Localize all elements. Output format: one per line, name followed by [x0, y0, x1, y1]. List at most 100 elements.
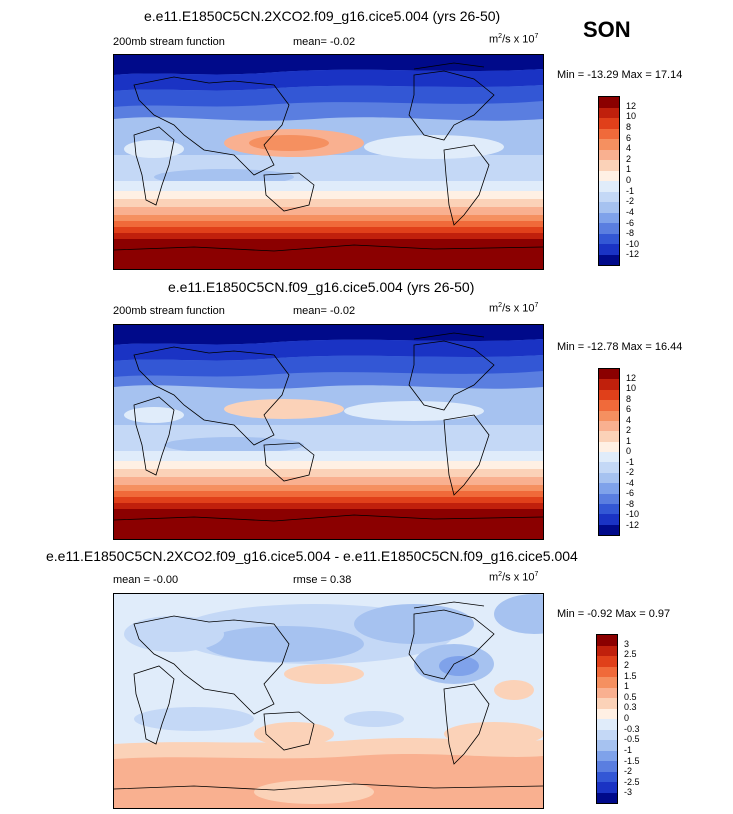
colorbar-swatch — [599, 170, 619, 181]
colorbar-swatch — [599, 379, 619, 390]
colorbar-tick-label: 2 — [624, 659, 630, 670]
colorbar-swatch — [599, 503, 619, 515]
colorbar-tick-label: -8 — [626, 228, 635, 239]
colorbar-swatch — [599, 431, 619, 442]
colorbar-tick-label: -10 — [626, 509, 640, 519]
panel-3-rmse-label: rmse = 0.38 — [293, 574, 352, 586]
colorbar-tick-label: -2 — [626, 196, 635, 207]
colorbar-tick-label: -4 — [626, 206, 635, 217]
colorbar-tick-label: 0 — [626, 446, 632, 456]
colorbar-tick-label: 1 — [626, 164, 632, 175]
panel-1-field-label: 200mb stream function — [113, 36, 225, 48]
colorbar-swatch — [599, 472, 619, 484]
panel-1-colorbar — [598, 96, 620, 266]
colorbar-tick-label: -6 — [626, 217, 635, 228]
colorbar-tick-label: -2.5 — [624, 776, 640, 787]
colorbar-swatch — [599, 97, 619, 108]
panel-3-units: m2/s x 107 — [489, 571, 539, 584]
colorbar-tick-label: -2 — [626, 467, 635, 477]
colorbar-tick-label: 2.5 — [624, 649, 637, 660]
colorbar-tick-label: -12 — [626, 249, 640, 260]
colorbar-tick-label: -6 — [626, 488, 635, 498]
colorbar-swatch — [599, 181, 619, 192]
colorbar-swatch — [597, 698, 617, 709]
panel-1-units: m2/s x 107 — [489, 33, 539, 46]
panel-2-colorbar-labels: 12 10 8 6 4 2 1 0 -1 -2 -4 -6 -8 -10 -12 — [626, 368, 656, 536]
colorbar-tick-label: -0.5 — [624, 734, 640, 745]
colorbar-tick-label: 0.5 — [624, 691, 637, 702]
panel-2-field-label: 200mb stream function — [113, 305, 225, 317]
colorbar-swatch — [599, 118, 619, 129]
colorbar-tick-label: 12 — [626, 372, 637, 383]
colorbar-swatch — [597, 761, 617, 772]
colorbar-swatch — [599, 128, 619, 139]
colorbar-swatch — [597, 645, 617, 656]
colorbar-tick-label: 4 — [626, 143, 632, 154]
colorbar-swatch — [597, 729, 617, 740]
panel-1-mean-label: mean= -0.02 — [293, 36, 356, 48]
colorbar-swatch — [597, 687, 617, 698]
colorbar-swatch — [599, 149, 619, 160]
panel-1-title: e.e11.E1850C5CN.2XCO2.f09_g16.cice5.004 … — [144, 8, 501, 24]
colorbar-swatch — [599, 452, 619, 463]
colorbar-swatch — [599, 420, 619, 432]
panel-2-map — [113, 324, 544, 540]
colorbar-swatch — [597, 635, 617, 646]
panel-1-colorbar-labels: 12 10 8 6 4 2 1 0 -1 -2 -4 -6 -8 -10 -12 — [626, 96, 656, 266]
colorbar-swatch — [599, 462, 619, 473]
colorbar-tick-label: -2 — [624, 766, 633, 777]
colorbar-swatch — [597, 677, 617, 688]
colorbar-swatch — [599, 441, 619, 452]
colorbar-tick-label: 1.5 — [624, 670, 637, 681]
colorbar-tick-label: -1 — [624, 744, 633, 755]
panel-2-mean-label: mean= -0.02 — [293, 305, 356, 317]
colorbar-tick-label: 0 — [624, 713, 630, 723]
colorbar-swatch — [599, 483, 619, 494]
colorbar-tick-label: -10 — [626, 238, 640, 249]
panel-1-map — [113, 54, 544, 270]
colorbar-swatch — [599, 524, 619, 535]
colorbar-swatch — [597, 782, 617, 793]
colorbar-tick-label: 8 — [626, 393, 632, 404]
colorbar-swatch — [597, 666, 617, 677]
colorbar-swatch — [599, 244, 619, 255]
season-label: SON — [583, 17, 631, 42]
panel-3-map — [113, 593, 544, 809]
panel-3-colorbar-labels: 3 2.5 2 1.5 1 0.5 0.3 0 -0.3 -0.5 -1 -1.5 -2 -2.5 -3 — [624, 634, 654, 804]
colorbar-tick-label: 8 — [626, 121, 632, 132]
colorbar-swatch — [599, 202, 619, 213]
colorbar-swatch — [597, 656, 617, 667]
colorbar-tick-label: -1.5 — [624, 755, 640, 766]
colorbar-tick-label: 12 — [626, 100, 637, 111]
panel-2-minmax: Min = -12.78 Max = 16.44 — [557, 341, 683, 353]
colorbar-tick-label: -3 — [624, 787, 633, 798]
colorbar-swatch — [599, 389, 619, 401]
colorbar-tick-label: 4 — [626, 414, 632, 425]
colorbar-swatch — [599, 493, 619, 504]
colorbar-swatch — [599, 160, 619, 171]
colorbar-swatch — [599, 139, 619, 150]
panel-3-colorbar — [596, 634, 618, 804]
colorbar-swatch — [599, 191, 619, 202]
colorbar-tick-label: 0.3 — [624, 702, 637, 713]
colorbar-tick-label: -8 — [626, 498, 635, 509]
colorbar-swatch — [599, 400, 619, 411]
colorbar-tick-label: 2 — [626, 425, 632, 435]
colorbar-tick-label: 3 — [624, 638, 630, 649]
colorbar-swatch — [599, 514, 619, 525]
colorbar-tick-label: 1 — [626, 435, 632, 446]
colorbar-swatch — [597, 719, 617, 730]
colorbar-tick-label: 2 — [626, 153, 632, 164]
colorbar-tick-label: -4 — [626, 477, 635, 488]
panel-3-title: e.e11.E1850C5CN.2XCO2.f09_g16.cice5.004 … — [46, 548, 578, 564]
panel-3-minmax: Min = -0.92 Max = 0.97 — [557, 608, 671, 620]
colorbar-swatch — [597, 750, 617, 761]
panel-1-minmax: Min = -13.29 Max = 17.14 — [557, 69, 683, 81]
colorbar-swatch — [599, 254, 619, 265]
colorbar-tick-label: -0.3 — [624, 723, 640, 734]
colorbar-tick-label: -1 — [626, 456, 635, 467]
colorbar-tick-label: 10 — [626, 111, 637, 122]
colorbar-tick-label: -1 — [626, 185, 635, 196]
colorbar-tick-label: 0 — [626, 175, 632, 185]
colorbar-swatch — [597, 771, 617, 782]
